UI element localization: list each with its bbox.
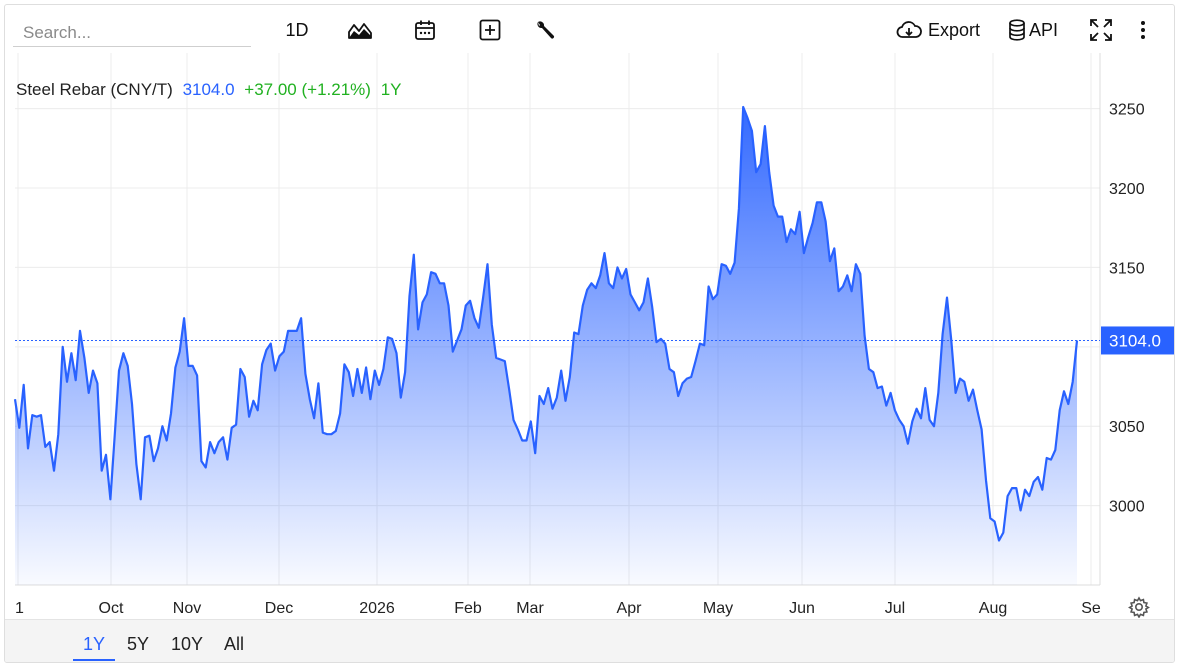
export-button[interactable]: Export [893,15,983,45]
chart-legend: Steel Rebar (CNY/T) 3104.0 +37.00 (+1.21… [16,80,401,99]
add-icon [479,19,501,41]
expand-icon [1090,19,1112,41]
legend-price: 3104.0 [183,80,235,99]
x-tick-label: Dec [265,600,293,617]
last-price-badge: 3104.0 [1101,326,1174,355]
x-tick-label: Se [1081,600,1101,617]
more-vertical-icon [1140,20,1146,40]
range-button-5y[interactable]: 5Y [126,634,150,654]
interval-button[interactable]: 1D [282,15,312,45]
y-tick-label: 3250 [1109,102,1145,119]
fullscreen-button[interactable] [1088,15,1114,45]
date-range-button[interactable] [410,15,440,45]
y-tick-label: 3200 [1109,181,1145,198]
chart-settings-button[interactable] [1128,596,1150,619]
compare-button[interactable] [475,15,505,45]
calendar-icon [414,19,436,41]
range-button-all[interactable]: All [223,634,244,654]
more-menu-button[interactable] [1133,15,1153,45]
legend-name: Steel Rebar (CNY/T) [16,80,173,99]
toolbar: 1D Export [5,5,1174,53]
legend-change: +37.00 (+1.21%) [244,80,371,99]
y-axis: 300030503100315032003250 [1109,102,1145,516]
x-tick-label: 1 [15,600,24,617]
y-tick-label: 3050 [1109,419,1145,436]
cloud-download-icon [896,20,922,40]
y-tick-label: 3150 [1109,260,1145,277]
search-input[interactable] [13,19,251,47]
x-tick-label: Feb [454,600,482,617]
x-tick-label: Oct [99,600,124,617]
x-tick-label: Aug [979,600,1007,617]
y-tick-label: 3000 [1109,499,1145,516]
chart-widget: 1D Export [4,4,1175,663]
x-tick-label: Apr [617,600,643,617]
area-chart-icon [348,20,372,40]
last-price-label: 3104.0 [1109,331,1161,350]
price-line [13,105,1079,542]
wrench-icon [534,19,556,41]
legend-period: 1Y [381,80,402,99]
gear-icon [1128,596,1150,622]
x-tick-label: Jul [885,600,905,617]
range-button-10y[interactable]: 10Y [170,634,204,654]
api-label: API [1028,19,1058,40]
x-tick-label: Nov [173,600,201,617]
x-tick-label: May [703,600,733,617]
x-tick-label: Mar [516,600,544,617]
price-chart[interactable]: 300030503100315032003250 1OctNovDec2026F… [5,53,1174,619]
range-button-1y[interactable]: 1Y [73,629,115,661]
chart-type-button[interactable] [345,15,375,45]
x-axis: 1 Oct Nov Dec 2026 Feb Mar Apr May Jun Jul Aug Se [15,600,1101,617]
range-bar: 1Y 5Y 10Y All [5,619,1174,662]
x-tick-label: 2026 [359,600,395,617]
database-icon [1008,19,1026,41]
export-label: Export [927,19,981,40]
interval-label: 1D [285,19,309,40]
api-button[interactable]: API [1005,15,1061,45]
price-area-fill [15,107,1077,585]
x-tick-label: Jun [789,600,815,617]
settings-tools-button[interactable] [530,15,560,45]
